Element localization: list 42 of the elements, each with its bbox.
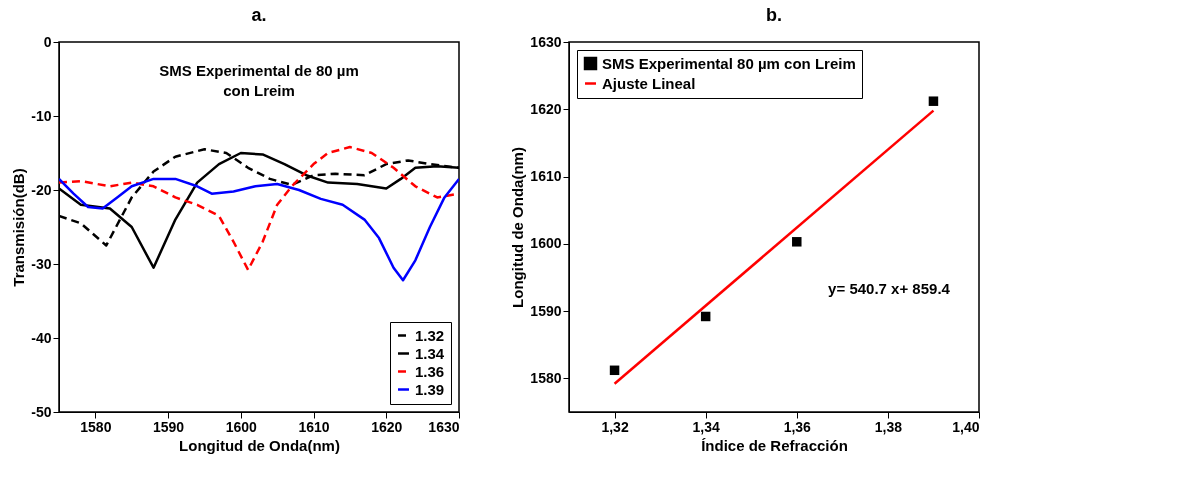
line-series xyxy=(59,177,459,282)
y-tick-label: 1610 xyxy=(530,168,562,185)
x-tick-label: 1590 xyxy=(153,418,185,435)
y-tick-label: -40 xyxy=(31,329,52,346)
y-axis-title: Transmisión(dB) xyxy=(10,168,28,287)
annotation: SMS Experimental de 80 µm con Lreim xyxy=(159,62,359,99)
chart-title: a. xyxy=(251,5,267,25)
x-tick-label: 1,40 xyxy=(952,418,980,435)
annotation: y= 540.7 x+ 859.4 xyxy=(828,280,951,297)
x-tick-label: 1630 xyxy=(428,418,460,435)
y-tick-label: 1600 xyxy=(530,235,562,252)
x-axis-title: Longitud de Onda(nm) xyxy=(179,436,340,454)
x-tick-label: 1600 xyxy=(225,418,258,435)
x-tick-label: 1580 xyxy=(80,418,112,435)
x-axis-title: Índice de Refracción xyxy=(701,436,848,454)
legend-label: Ajuste Lineal xyxy=(602,74,696,92)
legend-label: SMS Experimental 80 µm con Lreim xyxy=(602,54,856,72)
y-tick-label: 1630 xyxy=(530,33,562,50)
x-tick-label: 1,38 xyxy=(874,418,903,435)
point xyxy=(609,365,620,376)
y-tick-label: -10 xyxy=(31,107,52,124)
y-tick-label: 1590 xyxy=(530,302,562,319)
x-tick-label: 1,36 xyxy=(783,418,812,435)
x-tick-label: 1,34 xyxy=(692,418,720,435)
point xyxy=(792,237,802,247)
legend-label: 1.39 xyxy=(415,380,445,398)
legend-label: 1.32 xyxy=(415,326,445,344)
legend-label: 1.34 xyxy=(415,344,445,362)
y-tick-label: 1580 xyxy=(530,369,562,386)
x-tick-label: 1610 xyxy=(298,418,330,435)
chart-title: b. xyxy=(766,5,782,25)
x-tick-label: 1,32 xyxy=(601,418,629,435)
y-tick-label: -50 xyxy=(31,403,52,420)
y-tick-label: 0 xyxy=(43,33,52,50)
point xyxy=(700,311,711,322)
x-tick-label: 1620 xyxy=(371,418,403,435)
y-tick-label: -20 xyxy=(31,181,52,198)
y-tick-label: 1620 xyxy=(530,100,562,117)
y-tick-label: -30 xyxy=(31,255,52,272)
y-axis-title: Longitud de Onda(nm) xyxy=(509,147,527,308)
point xyxy=(928,96,939,106)
legend-label: 1.36 xyxy=(415,362,445,380)
